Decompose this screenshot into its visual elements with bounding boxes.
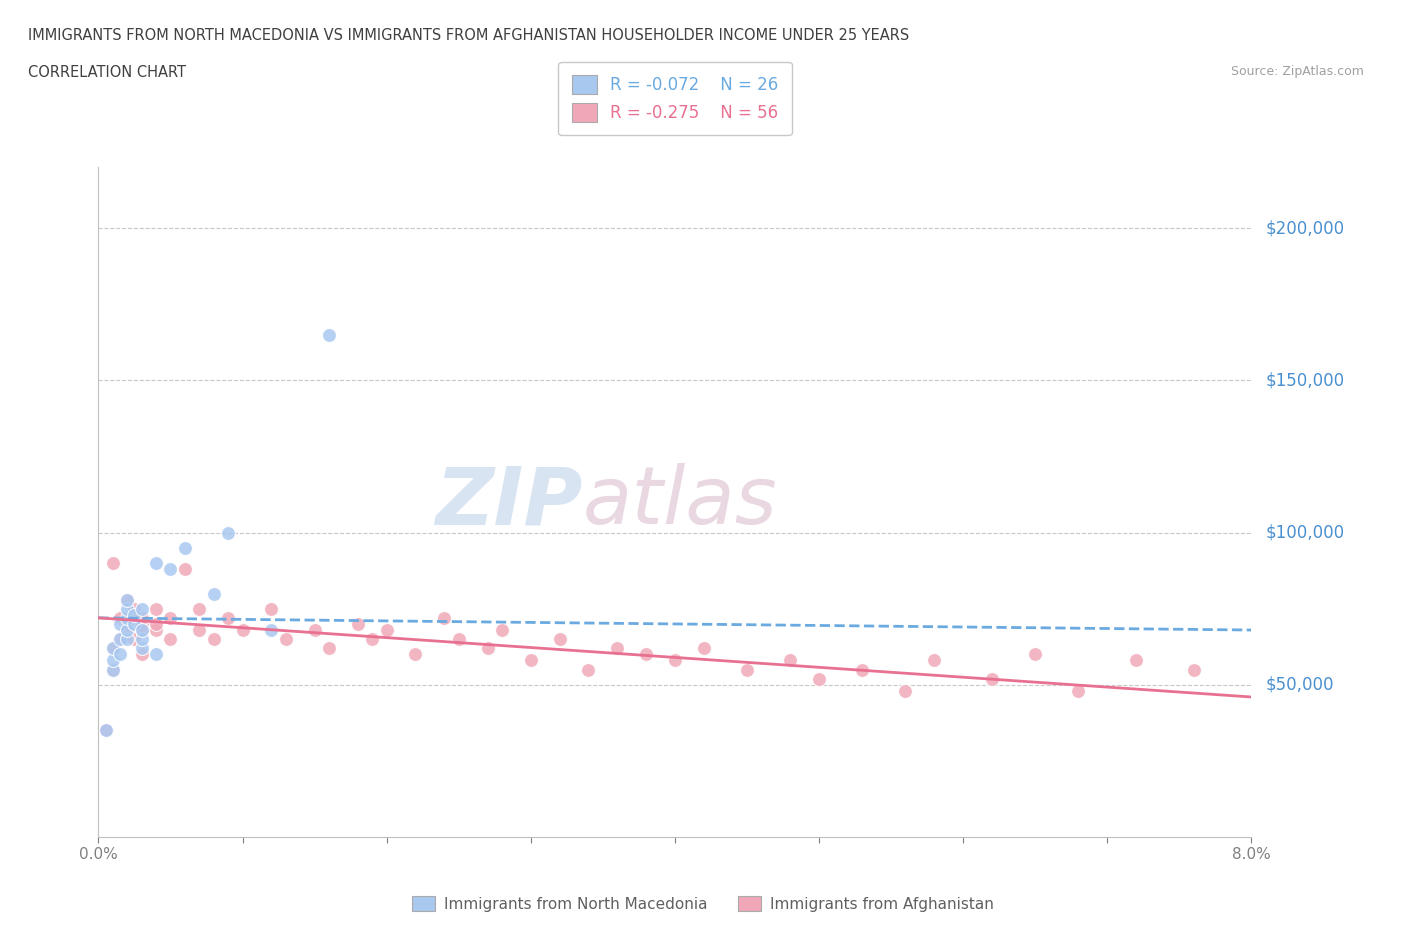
Point [101,662,124,677]
Point [491,622,513,637]
Point [145,647,167,662]
Text: CORRELATION CHART: CORRELATION CHART [28,65,186,80]
Point [131,622,153,637]
Point [433,610,456,625]
Point [1067,684,1090,698]
Point [145,602,167,617]
Point [108,631,131,646]
Point [101,555,124,570]
Point [101,641,124,656]
Point [1125,653,1147,668]
Point [117,602,138,617]
Point [101,641,124,656]
Text: $200,000: $200,000 [1265,219,1344,237]
Point [94,723,117,737]
Point [94,723,117,737]
Point [174,540,197,555]
Point [664,653,686,668]
Point [274,631,297,646]
Point [346,617,368,631]
Point [519,653,541,668]
Point [231,622,254,637]
Point [981,671,1004,686]
Point [693,641,716,656]
Point [117,622,138,637]
Point [131,631,153,646]
Point [131,647,153,662]
Point [202,631,225,646]
Point [159,631,181,646]
Point [159,610,181,625]
Point [131,622,153,637]
Point [101,662,124,677]
Point [108,631,131,646]
Point [578,662,600,677]
Point [117,622,138,637]
Point [361,631,384,646]
Point [188,622,211,637]
Point [318,641,340,656]
Point [159,562,181,577]
Text: IMMIGRANTS FROM NORTH MACEDONIA VS IMMIGRANTS FROM AFGHANISTAN HOUSEHOLDER INCOM: IMMIGRANTS FROM NORTH MACEDONIA VS IMMIG… [28,28,910,43]
Point [375,622,398,637]
Point [174,562,197,577]
Point [779,653,801,668]
Point [117,631,138,646]
Point [636,647,658,662]
Point [447,631,470,646]
Point [735,662,758,677]
Point [202,586,225,601]
Point [131,617,153,631]
Point [131,641,153,656]
Point [1024,647,1046,662]
Point [131,602,153,617]
Point [131,610,153,625]
Point [260,622,283,637]
Point [894,684,917,698]
Point [851,662,873,677]
Point [117,617,138,631]
Point [145,622,167,637]
Point [318,327,340,342]
Point [117,610,138,625]
Point [260,602,283,617]
Point [145,555,167,570]
Point [124,631,146,646]
Text: $100,000: $100,000 [1265,524,1344,541]
Text: ZIP: ZIP [436,463,582,541]
Text: atlas: atlas [582,463,778,541]
Point [924,653,946,668]
Point [145,617,167,631]
Point [477,641,499,656]
Point [101,653,124,668]
Text: Source: ZipAtlas.com: Source: ZipAtlas.com [1230,65,1364,78]
Point [304,622,326,637]
Point [117,592,138,607]
Point [548,631,571,646]
Point [217,525,239,540]
Point [807,671,830,686]
Point [606,641,628,656]
Point [217,610,239,625]
Legend: Immigrants from North Macedonia, Immigrants from Afghanistan: Immigrants from North Macedonia, Immigra… [406,889,1000,918]
Point [1182,662,1205,677]
Text: $150,000: $150,000 [1265,371,1344,390]
Point [108,647,131,662]
Point [188,602,211,617]
Text: $50,000: $50,000 [1265,676,1334,694]
Point [124,602,146,617]
Point [405,647,427,662]
Point [124,607,146,622]
Point [117,592,138,607]
Point [108,617,131,631]
Point [108,610,131,625]
Point [124,617,146,631]
Legend: R = -0.072    N = 26, R = -0.275    N = 56: R = -0.072 N = 26, R = -0.275 N = 56 [558,62,792,136]
